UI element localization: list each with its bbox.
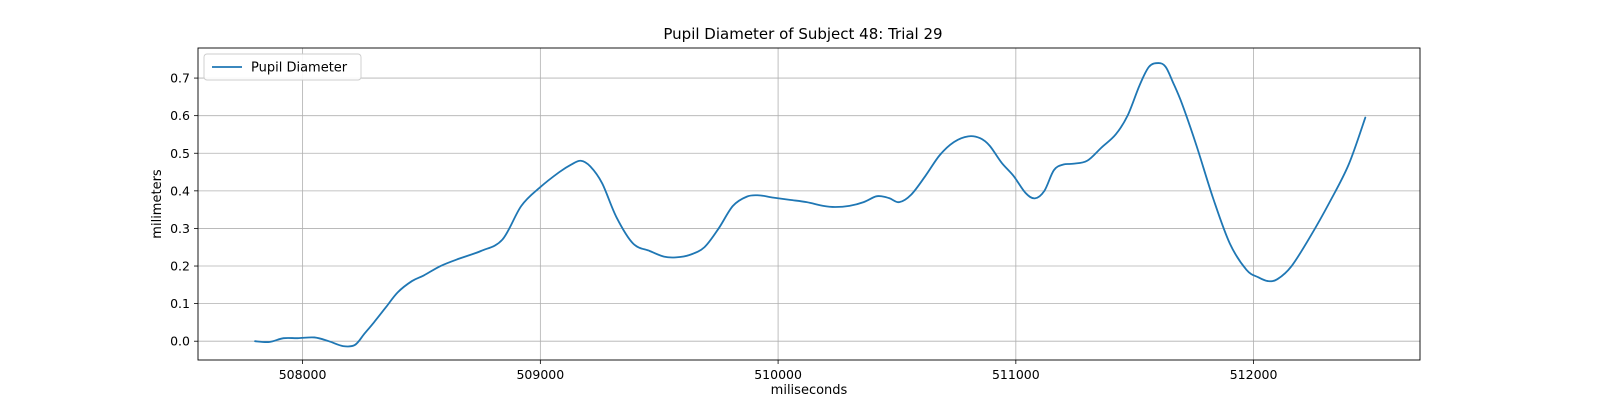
x-tick-label: 511000 — [992, 367, 1040, 382]
grid-lines — [198, 48, 1420, 360]
x-tick-label: 509000 — [516, 367, 564, 382]
y-tick-label: 0.2 — [170, 259, 190, 274]
y-tick-label: 0.7 — [170, 71, 190, 86]
y-tick-label: 0.4 — [170, 183, 190, 198]
y-axis-label: milimeters — [150, 169, 165, 239]
x-axis-label: miliseconds — [771, 383, 848, 398]
y-tick-label: 0.0 — [170, 334, 190, 349]
series-line-pupil-diameter — [254, 62, 1367, 348]
y-tick-label: 0.5 — [170, 146, 190, 161]
legend: Pupil Diameter — [203, 53, 362, 81]
plot-area-frame — [197, 47, 1421, 361]
y-tick-label: 0.1 — [170, 296, 190, 311]
chart-title: Pupil Diameter of Subject 48: Trial 29 — [663, 25, 942, 43]
y-tick-label: 0.3 — [170, 221, 190, 236]
y-tick-label: 0.6 — [170, 108, 190, 123]
legend-label-pupil-diameter: Pupil Diameter — [251, 61, 348, 76]
x-tick-label: 508000 — [279, 367, 327, 382]
x-tick-label: 510000 — [754, 367, 802, 382]
x-tick-label: 512000 — [1230, 367, 1278, 382]
axis-ticks: 508000 509000 510000 511000 512000 0.0 0.1 0.2 0… — [170, 71, 1277, 382]
legend-box — [203, 53, 362, 81]
